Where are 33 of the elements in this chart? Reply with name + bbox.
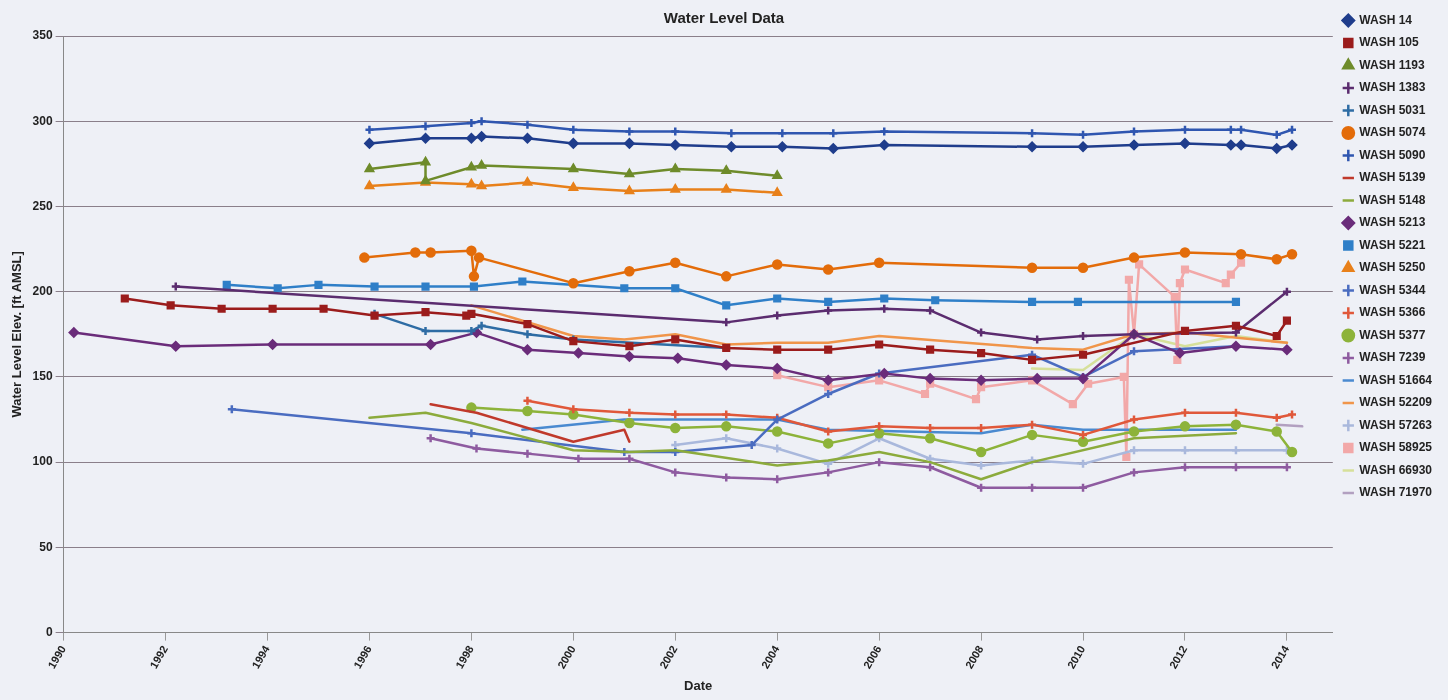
y-tick-label: 200 [32, 284, 53, 298]
y-axis-title: Water Level Elev. [ft AMSL] [9, 251, 25, 418]
legend-label: WASH 7239 [1359, 350, 1426, 365]
legend-label: WASH 1383 [1359, 80, 1426, 95]
y-tick-label: 350 [32, 28, 53, 43]
legend-label: WASH 5074 [1359, 125, 1426, 140]
y-tick-label: 300 [32, 113, 53, 128]
legend-label: WASH 71970 [1359, 485, 1433, 500]
y-tick-label: 50 [39, 539, 53, 554]
y-tick-label: 250 [32, 198, 53, 213]
legend-label: WASH 5031 [1359, 102, 1426, 117]
legend-label: WASH 52209 [1359, 395, 1433, 410]
legend-label: WASH 5377 [1359, 327, 1426, 342]
legend-label: WASH 57263 [1359, 417, 1433, 432]
legend-label: WASH 5366 [1359, 305, 1426, 320]
legend-label: WASH 5213 [1359, 215, 1426, 230]
legend-label: WASH 1193 [1359, 57, 1425, 72]
y-tick-label: 100 [32, 454, 53, 469]
legend-label: WASH 5344 [1359, 282, 1426, 297]
x-axis-title: Date [684, 677, 713, 693]
legend-label: WASH 105 [1359, 35, 1419, 50]
legend-label: WASH 58925 [1359, 440, 1433, 455]
legend-label: WASH 5139 [1359, 170, 1426, 185]
legend-label: WASH 5250 [1359, 260, 1426, 275]
legend-label: WASH 5090 [1359, 147, 1426, 162]
legend-label: WASH 51664 [1359, 372, 1433, 387]
y-tick-label: 0 [45, 624, 53, 639]
y-tick-label: 150 [32, 369, 53, 384]
legend-label: WASH 5148 [1359, 192, 1426, 207]
legend-label: WASH 66930 [1359, 462, 1433, 477]
chart-title: Water Level Data [663, 9, 785, 27]
legend-label: WASH 14 [1359, 12, 1413, 27]
legend-label: WASH 5221 [1359, 237, 1426, 252]
